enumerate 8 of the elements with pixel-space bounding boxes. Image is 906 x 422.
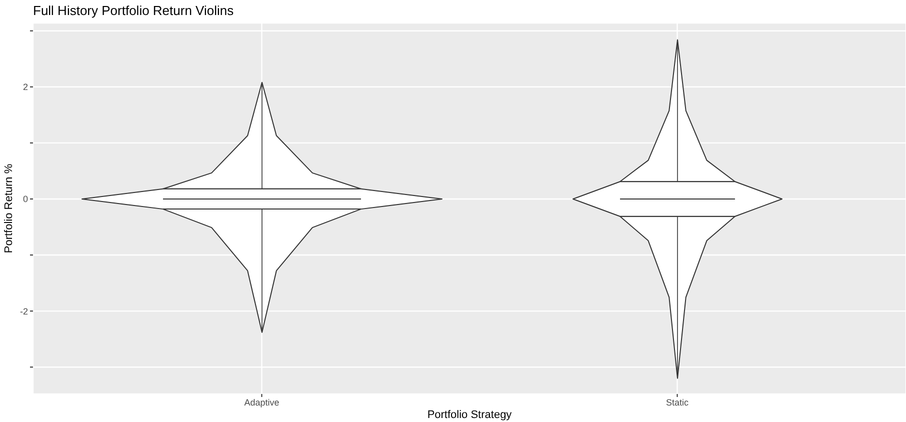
y-tick-label: 0	[22, 194, 28, 204]
y-axis-title: Portfolio Return %	[2, 164, 15, 254]
y-tick-label: 2	[22, 82, 28, 92]
y-tick-label: -2	[20, 306, 28, 316]
chart-title: Full History Portfolio Return Violins	[33, 3, 234, 18]
x-tick-label: Adaptive	[244, 397, 280, 408]
x-tick-label: Static	[666, 397, 689, 408]
x-axis-title: Portfolio Strategy	[427, 409, 512, 421]
